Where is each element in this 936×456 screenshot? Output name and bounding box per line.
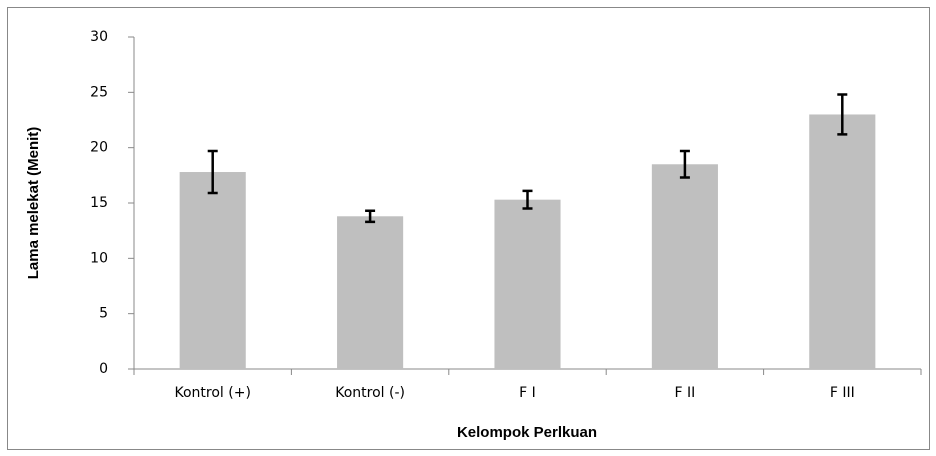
error-bar <box>679 149 690 179</box>
x-tick-label: Kontrol (+) <box>174 385 250 401</box>
x-tick-label: Kontrol (-) <box>335 385 405 401</box>
error-bar <box>207 149 218 195</box>
x-tick-label: F II <box>675 385 696 401</box>
bar <box>337 216 404 369</box>
x-tick-label: F III <box>830 385 855 401</box>
chart-frame <box>7 7 930 450</box>
error-bar <box>837 93 848 136</box>
x-tick-label: F I <box>519 385 536 401</box>
y-axis-label: Lama melekat (Menit) <box>25 127 42 280</box>
bar <box>651 164 718 369</box>
bar <box>494 199 561 369</box>
bar <box>179 172 246 369</box>
bar <box>809 114 876 369</box>
y-tick-label: 10 <box>90 250 108 266</box>
x-axis-label: Kelompok Perlkuan <box>457 424 597 441</box>
y-tick-label: 15 <box>90 195 108 211</box>
y-tick-label: 5 <box>99 306 108 322</box>
y-tick-label: 20 <box>90 140 108 156</box>
y-tick-label: 30 <box>90 29 108 45</box>
y-tick-label: 25 <box>90 84 108 100</box>
error-bar <box>522 189 533 210</box>
error-bar <box>365 209 376 224</box>
y-tick-label: 0 <box>99 361 108 377</box>
